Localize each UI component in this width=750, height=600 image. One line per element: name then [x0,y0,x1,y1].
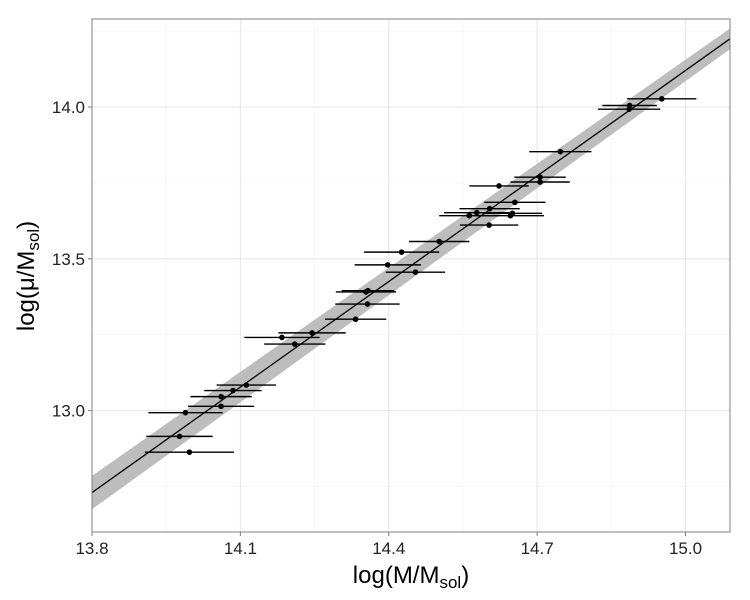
data-point [466,212,473,219]
plot-border [91,18,731,533]
data-point [279,334,285,341]
data-point [243,382,250,388]
data-point-group [216,382,276,388]
data-point-group [529,148,592,155]
data-point [473,209,480,216]
data-point-group [204,387,262,394]
data-point [486,222,492,228]
y-axis-title-main: log(μ/M [13,251,40,332]
data-point-group [409,238,470,245]
y-tick-label: 13.0 [52,402,85,421]
fit-line [92,38,730,494]
y-axis-title: log(μ/Msol) [13,221,43,331]
data-point-group [146,433,213,440]
data-point-group [385,269,446,275]
data-point [537,174,543,180]
x-axis-title-main: log(M/M [353,562,440,589]
data-point [509,210,516,217]
data-point-group [469,183,529,189]
x-tick-label: 15.0 [669,539,702,558]
data-point [658,96,665,102]
data-point [512,199,518,206]
x-tick-label: 14.1 [224,539,257,558]
data-point [365,287,371,294]
y-tick-label: 14.0 [52,98,85,117]
confidence-band-group [92,28,730,510]
data-point-group [324,316,387,323]
data-point-group [335,301,400,307]
data-point-group [459,205,520,212]
data-points [144,96,697,455]
data-point [218,393,224,400]
y-axis-title-end: ) [13,221,40,229]
data-point [557,148,564,155]
data-point-group [190,393,252,400]
x-axis-title: log(M/Msol) [353,562,469,592]
fit-line-group [92,38,730,494]
data-point [496,183,502,189]
data-point-group [148,409,223,416]
data-point [626,102,633,109]
data-point [218,403,224,410]
x-axis-ticks: 13.8 14.1 14.4 14.7 15.0 [75,532,702,558]
data-point-group [264,341,326,347]
data-point [182,409,189,416]
data-point-group [459,222,519,228]
x-tick-label: 14.7 [521,539,554,558]
data-point-group [354,262,421,268]
data-point-group [482,210,543,217]
data-point-group [364,249,440,255]
data-point-group [510,179,570,185]
data-point [412,269,419,275]
data-point [186,449,193,455]
data-point-group [244,334,320,341]
data-point-group [627,96,697,102]
y-axis-title-subscript: sol [24,229,43,251]
data-point-group [484,199,546,206]
data-point [398,249,405,255]
data-point [436,238,442,245]
y-tick-label: 13.5 [52,250,85,269]
confidence-band [92,28,730,510]
x-axis-title-subscript: sol [439,573,461,592]
data-point-group [602,102,657,109]
data-point-group [278,330,346,336]
data-point-group [144,449,234,455]
data-point [309,330,315,336]
data-point [352,316,359,323]
data-point [537,179,543,185]
data-point [486,205,493,212]
y-axis-ticks: 13.0 13.5 14.0 [52,98,92,421]
data-point [364,301,371,307]
x-tick-label: 13.8 [75,539,108,558]
data-point [176,433,183,440]
data-point [230,387,236,394]
data-point [291,341,298,347]
data-point-group [514,174,566,180]
data-point-group [187,403,255,410]
x-tick-label: 14.4 [372,539,405,558]
data-point [384,262,391,268]
x-axis-title-end: ) [461,562,469,589]
data-point-group [341,287,395,294]
